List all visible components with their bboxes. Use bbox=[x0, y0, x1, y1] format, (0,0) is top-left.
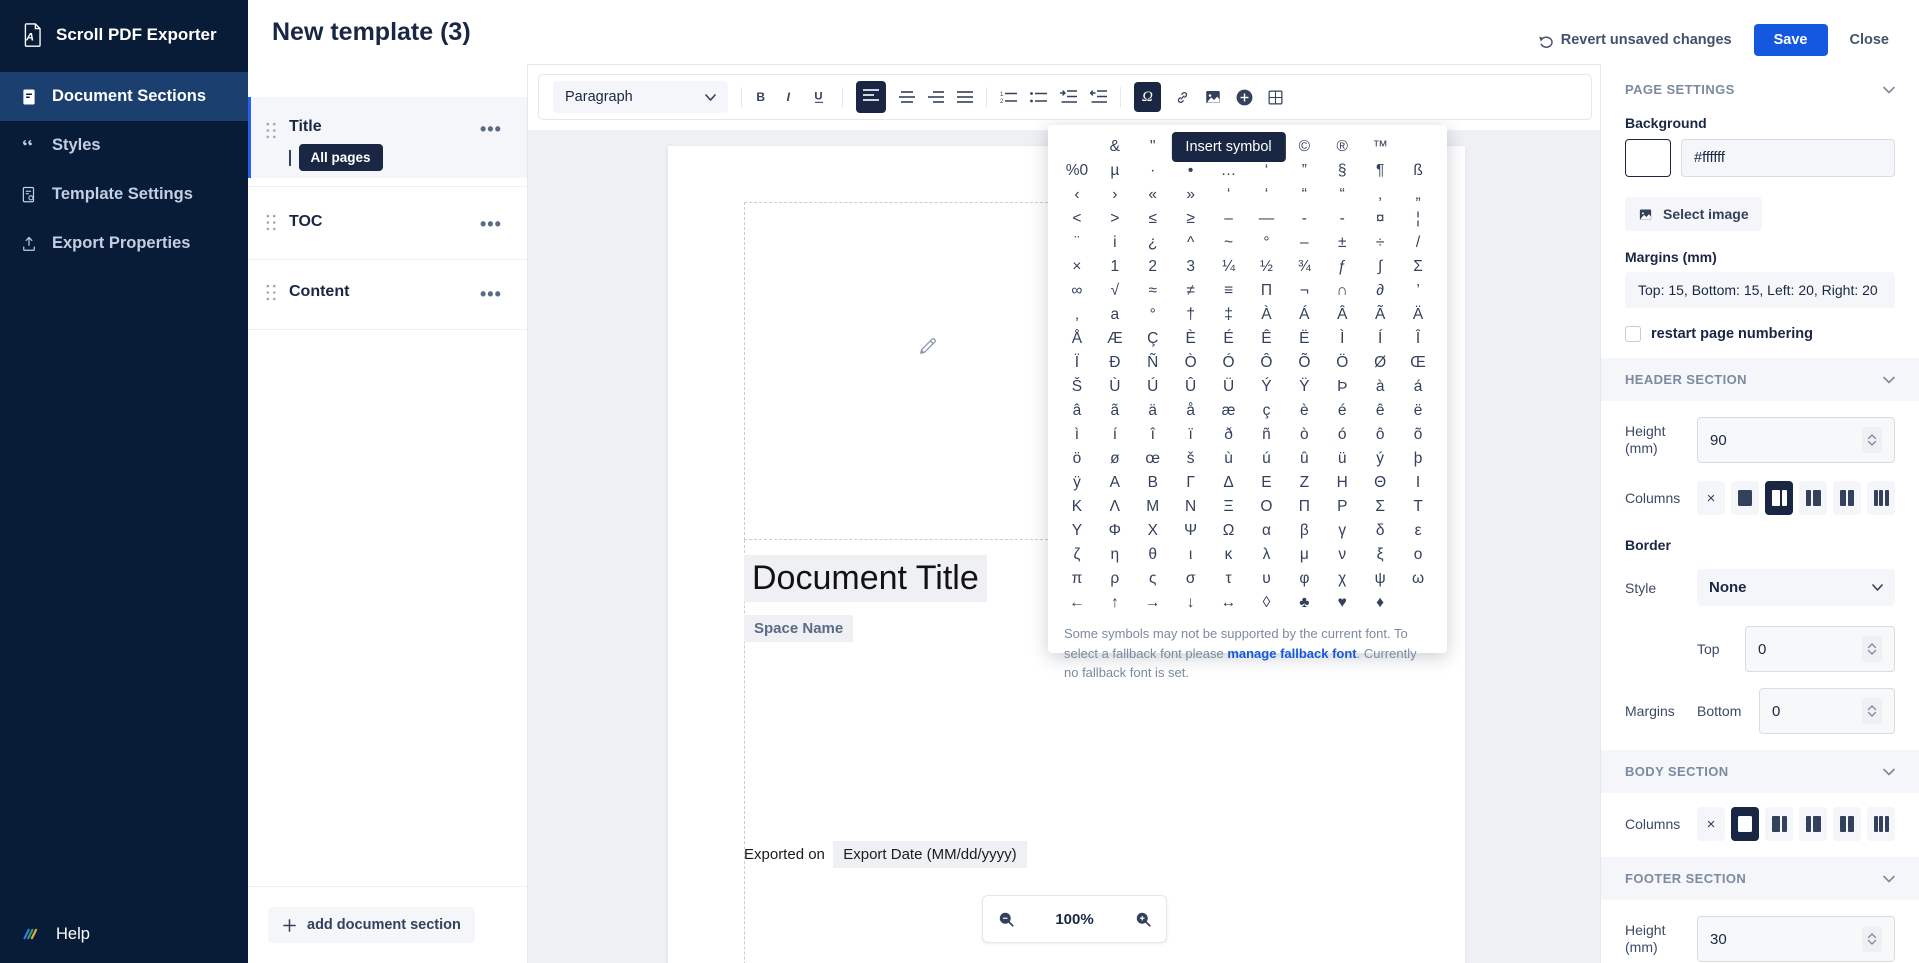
svg-text:2: 2 bbox=[1000, 99, 1004, 104]
svg-text:A: A bbox=[25, 32, 34, 44]
svg-text:1: 1 bbox=[1000, 92, 1004, 98]
svg-text:B: B bbox=[756, 90, 765, 104]
svg-text:U: U bbox=[814, 91, 822, 103]
svg-text:I: I bbox=[787, 90, 791, 104]
